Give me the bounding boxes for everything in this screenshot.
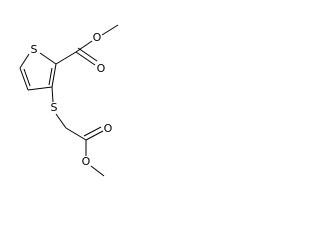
bond <box>85 130 104 141</box>
bond <box>19 67 29 91</box>
bond <box>77 47 98 62</box>
atom-label: O <box>97 62 106 75</box>
bond <box>101 24 119 36</box>
molecule-diagram: S O O S O O <box>19 24 119 177</box>
bond <box>75 51 96 66</box>
bond <box>55 113 67 129</box>
atom-label: S <box>51 101 58 114</box>
atom-label: S <box>31 43 38 56</box>
atom-label: O <box>104 122 113 135</box>
bond <box>75 40 93 53</box>
atom-label: O <box>82 155 91 168</box>
atom-label: O <box>93 31 102 44</box>
bond <box>48 67 53 86</box>
bond <box>65 127 87 141</box>
bonds <box>19 24 119 177</box>
bond <box>27 86 53 91</box>
bond <box>19 53 30 69</box>
bond <box>55 51 77 65</box>
bond <box>83 126 102 137</box>
bond <box>51 86 54 103</box>
bond <box>23 68 31 87</box>
bond <box>90 165 105 177</box>
bond <box>51 63 57 88</box>
bond <box>39 52 57 65</box>
